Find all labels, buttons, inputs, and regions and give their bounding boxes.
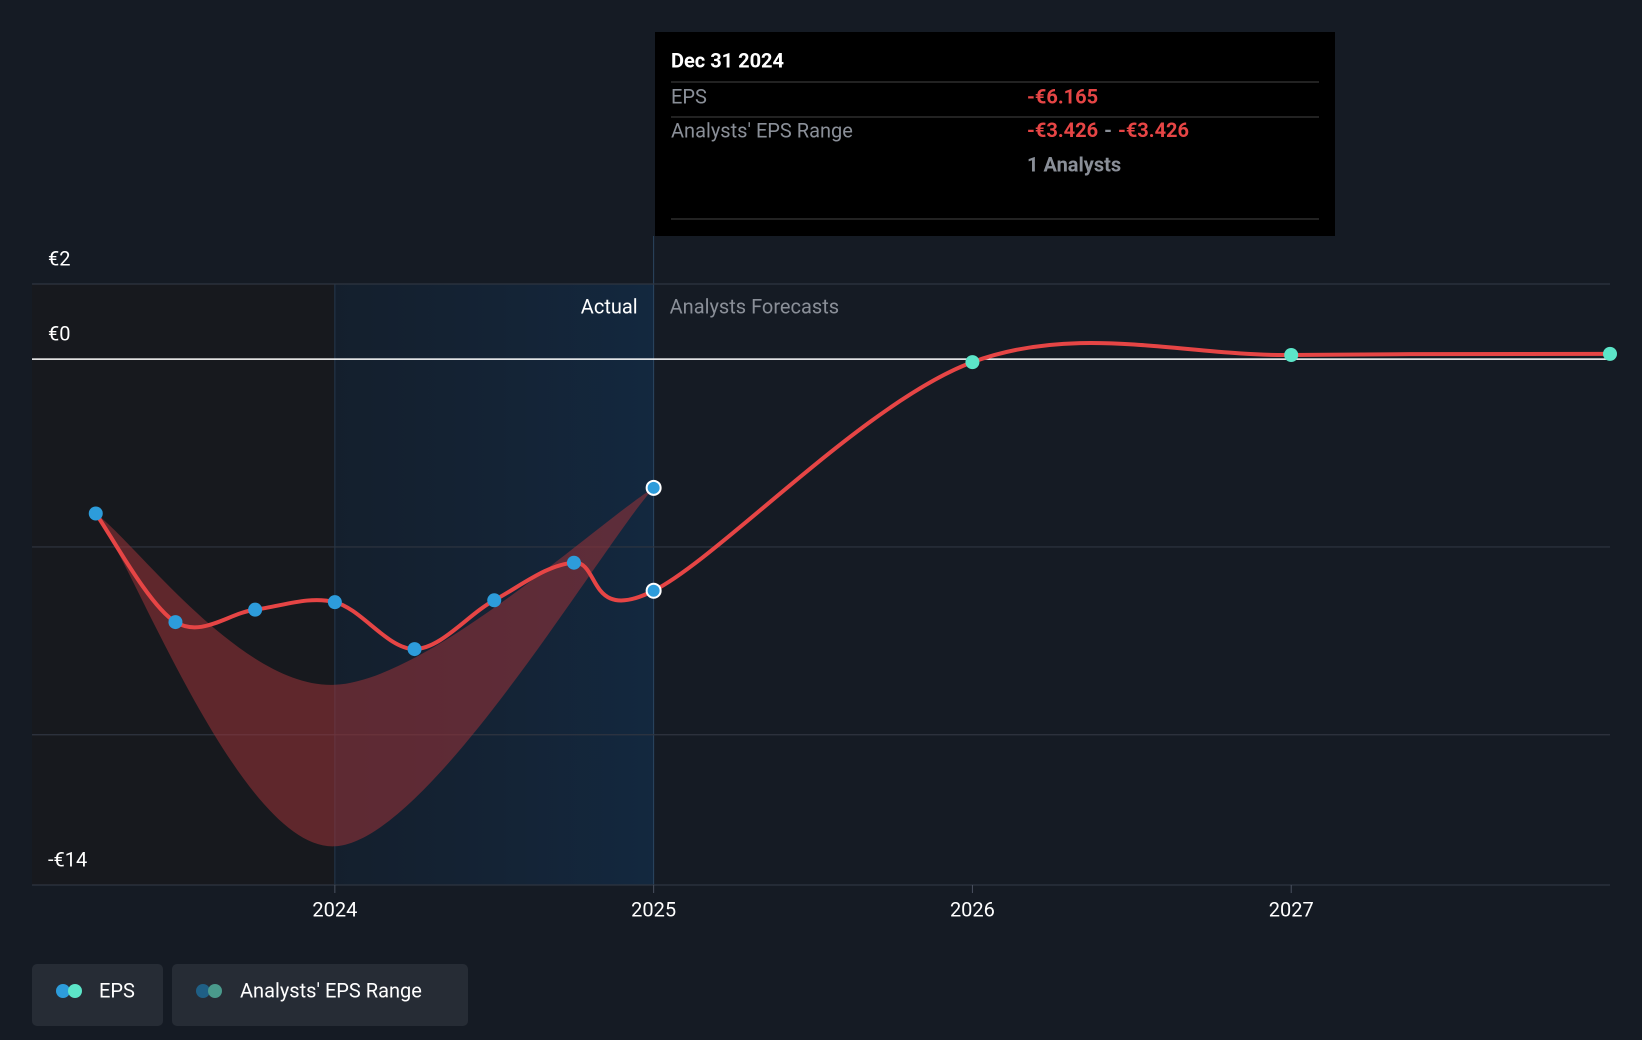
x-tick-label: 2026	[950, 897, 995, 921]
tooltip-range-high: -€3.426	[1118, 118, 1189, 142]
x-tick-label: 2027	[1269, 897, 1314, 921]
tooltip-box	[655, 32, 1335, 236]
legend-item[interactable]: Analysts' EPS Range	[172, 964, 468, 1026]
range-band	[95, 487, 654, 847]
legend-button[interactable]	[172, 964, 468, 1026]
tooltip: Dec 31 2024 EPS -€6.165 Analysts' EPS Ra…	[655, 32, 1335, 236]
eps-point	[407, 642, 422, 657]
eps-point	[248, 602, 263, 617]
legend-swatch	[68, 984, 82, 998]
eps-point	[168, 615, 183, 630]
eps-point	[645, 582, 662, 599]
legend-swatch	[208, 984, 222, 998]
tooltip-label: Analysts' EPS Range	[671, 118, 853, 142]
legend-swatch	[56, 984, 70, 998]
x-tick-label: 2024	[312, 897, 357, 921]
actual-label: Actual	[581, 294, 638, 318]
legend-button[interactable]	[32, 964, 163, 1026]
legend-label[interactable]: EPS	[99, 978, 135, 1002]
tooltip-range-low: -€3.426	[1027, 118, 1098, 142]
tooltip-value: -€3.426- -€3.426	[1027, 118, 1189, 142]
range-point	[645, 479, 662, 496]
eps-point	[1603, 346, 1617, 361]
tooltip-range-sep: -	[1104, 118, 1112, 142]
legend: EPS Analysts' EPS Range	[32, 964, 468, 1026]
plot	[88, 340, 1617, 847]
background-layer: Actual Analysts Forecasts €2 €0 -€14 2024 2025…	[32, 236, 1610, 921]
tooltip-value: -€6.165	[1027, 84, 1098, 108]
eps-point	[965, 355, 980, 370]
eps-point	[487, 593, 502, 608]
y-tick-label: -€14	[48, 847, 87, 871]
eps-point	[327, 595, 342, 610]
tooltip-label: EPS	[671, 84, 707, 108]
y-tick-label: €0	[48, 321, 70, 345]
tooltip-date: Dec 31 2024	[671, 48, 784, 72]
eps-point	[1284, 347, 1299, 362]
legend-swatch	[196, 984, 210, 998]
eps-point	[88, 506, 103, 521]
x-tick-label: 2025	[631, 897, 676, 921]
legend-item[interactable]: EPS	[32, 964, 163, 1026]
y-tick-label: €2	[48, 246, 70, 270]
eps-point	[566, 555, 581, 570]
tooltip-analysts: 1 Analysts	[1027, 152, 1121, 176]
forecast-label: Analysts Forecasts	[670, 294, 839, 318]
legend-label[interactable]: Analysts' EPS Range	[240, 978, 422, 1002]
